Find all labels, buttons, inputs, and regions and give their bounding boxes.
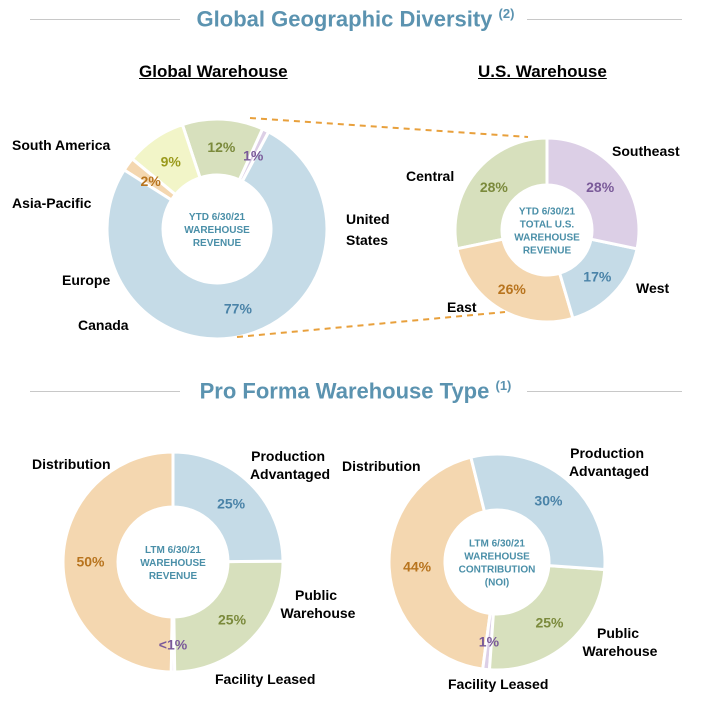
label-facility-noi: Facility Leased (448, 676, 548, 692)
slice-type_revenue-public-warehouse (172, 559, 285, 674)
label-public-noi-line1: Public (597, 625, 639, 641)
center-text-type_noi-2: CONTRIBUTION (459, 565, 536, 576)
label-united-states: United States (346, 211, 393, 248)
label-canada: Canada (78, 317, 129, 333)
center-text-global-2: REVENUE (193, 238, 242, 249)
pct-us-central: 28% (480, 179, 509, 195)
label-production-rev-line2: Advantaged (250, 466, 330, 482)
slice-type_noi-production-advantaged (469, 452, 607, 572)
center-text-us-0: YTD 6/30/21 (519, 207, 576, 218)
geo-section-title: Global Geographic Diversity (2) (0, 6, 711, 32)
label-distribution-rev: Distribution (32, 456, 111, 472)
slice-type_revenue-production-advantaged (171, 450, 285, 564)
label-distribution-noi: Distribution (342, 458, 421, 474)
pct-global-asia-pacific: 12% (207, 139, 236, 155)
label-europe: Europe (62, 272, 110, 288)
pct-type_revenue-distribution: 50% (76, 553, 105, 569)
center-text-type_revenue-2: REVENUE (149, 571, 198, 582)
label-production-noi-line2: Advantaged (569, 463, 649, 479)
label-facility-rev: Facility Leased (215, 671, 315, 687)
center-text-type_noi-1: WAREHOUSE (464, 552, 530, 563)
label-public-noi-line2: Warehouse (583, 643, 658, 659)
pct-global-canada: 2% (141, 173, 162, 189)
connector-line-bottom (236, 311, 506, 338)
pct-us-east: 26% (498, 281, 527, 297)
label-public-rev-line2: Warehouse (281, 605, 356, 621)
pct-global-europe: 9% (161, 153, 182, 169)
slice-type_revenue-distribution (61, 450, 175, 674)
label-production-noi: Production Advantaged (569, 445, 649, 479)
center-text-us-3: REVENUE (523, 246, 572, 257)
pct-us-west: 17% (583, 268, 612, 284)
label-production-noi-line1: Production (570, 445, 644, 461)
label-west: West (636, 280, 670, 296)
geo-title-rule-left (30, 19, 180, 20)
center-text-global-1: WAREHOUSE (184, 225, 250, 236)
slice-global-europe (130, 122, 202, 197)
label-south-america: South America (12, 137, 110, 153)
slice-global-asia-pacific (180, 117, 265, 182)
label-united-states-line2: States (346, 232, 388, 248)
label-public-noi: Public Warehouse (583, 625, 658, 659)
type-title-note: (1) (495, 378, 512, 393)
type-section-title: Pro Forma Warehouse Type (1) (0, 378, 711, 404)
global-chart-title: Global Warehouse (139, 62, 288, 81)
label-production-rev: Production Advantaged (250, 448, 330, 482)
pct-global-united-states: 77% (224, 300, 253, 316)
pct-global-south-america: 1% (243, 147, 264, 163)
center-text-type_noi-3: (NOI) (485, 578, 509, 589)
slice-us-east (455, 237, 575, 324)
label-united-states-line1: United (346, 211, 390, 227)
slice-us-west (557, 237, 639, 321)
geo-title-rule-right (527, 19, 682, 20)
label-asia-pacific: Asia-Pacific (12, 195, 92, 211)
connector-line-top (249, 117, 529, 138)
label-central: Central (406, 168, 454, 184)
pct-us-southeast: 28% (586, 179, 615, 195)
pct-type_noi-production-advantaged: 30% (534, 493, 563, 509)
pct-type_noi-public-warehouse: 25% (535, 614, 564, 630)
label-southeast: Southeast (612, 143, 680, 159)
center-text-type_noi-0: LTM 6/30/21 (469, 539, 525, 550)
pct-type_noi-facility-leased: 1% (479, 634, 500, 650)
slice-type_noi-distribution (387, 455, 492, 671)
label-public-rev: Public Warehouse (281, 587, 356, 621)
pct-type_revenue-public-warehouse: 25% (218, 612, 247, 628)
center-text-us-2: WAREHOUSE (514, 233, 580, 244)
geo-title-note: (2) (498, 6, 515, 21)
type-title-rule-right (527, 391, 682, 392)
pct-type_noi-distribution: 44% (403, 558, 432, 574)
type-title-rule-left (30, 391, 180, 392)
slice-type_noi-public-warehouse (487, 564, 607, 672)
slice-us-southeast (545, 136, 641, 251)
center-text-us-1: TOTAL U.S. (520, 220, 575, 231)
center-text-global-0: YTD 6/30/21 (189, 212, 246, 223)
label-public-rev-line1: Public (295, 587, 337, 603)
pct-type_revenue-facility-leased: <1% (159, 637, 188, 653)
type-title-text: Pro Forma Warehouse Type (199, 378, 490, 404)
pct-type_revenue-production-advantaged: 25% (217, 495, 246, 511)
slice-us-central (453, 136, 549, 251)
label-east: East (447, 299, 477, 315)
label-production-rev-line1: Production (251, 448, 325, 464)
center-text-type_revenue-0: LTM 6/30/21 (145, 545, 201, 556)
us-chart-title: U.S. Warehouse (478, 62, 607, 81)
slice-global-united-states (105, 129, 329, 341)
center-text-type_revenue-1: WAREHOUSE (140, 558, 206, 569)
geo-title-text: Global Geographic Diversity (196, 6, 493, 32)
